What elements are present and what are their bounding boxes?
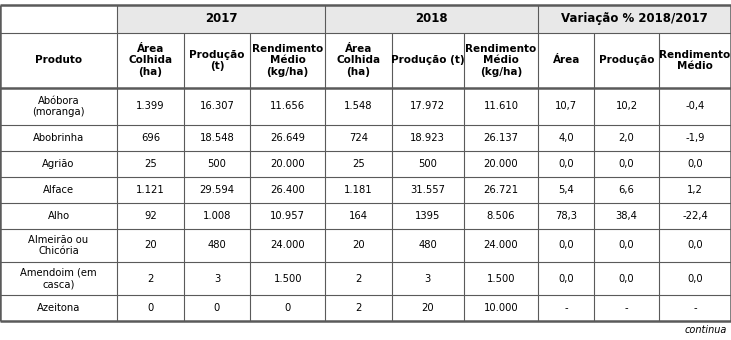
- Text: 0: 0: [284, 303, 291, 313]
- Text: 2017: 2017: [205, 12, 238, 26]
- Text: 164: 164: [349, 211, 368, 221]
- Text: Abóbora
(moranga): Abóbora (moranga): [32, 96, 85, 117]
- Text: 0,0: 0,0: [687, 240, 702, 250]
- Text: 26.649: 26.649: [270, 133, 305, 143]
- Text: Produção (t): Produção (t): [391, 55, 464, 65]
- Text: Produção
(t): Produção (t): [189, 50, 245, 71]
- Text: 11.656: 11.656: [270, 101, 305, 112]
- Text: Área: Área: [553, 55, 580, 65]
- Text: 4,0: 4,0: [558, 133, 574, 143]
- Text: 696: 696: [141, 133, 160, 143]
- Text: 31.557: 31.557: [410, 185, 445, 195]
- Text: 8.506: 8.506: [487, 211, 515, 221]
- Text: 1.181: 1.181: [344, 185, 373, 195]
- Text: 92: 92: [144, 211, 156, 221]
- Text: -0,4: -0,4: [686, 101, 705, 112]
- Text: Agrião: Agrião: [42, 159, 75, 169]
- Text: Alface: Alface: [43, 185, 74, 195]
- Text: Produção: Produção: [599, 55, 654, 65]
- Text: 11.610: 11.610: [483, 101, 518, 112]
- Text: 3: 3: [214, 274, 220, 284]
- Text: Abobrinha: Abobrinha: [33, 133, 84, 143]
- Text: Área
Colhida
(ha): Área Colhida (ha): [128, 44, 173, 77]
- Text: 2018: 2018: [415, 12, 448, 26]
- Text: 5,4: 5,4: [558, 185, 574, 195]
- Text: 2: 2: [355, 274, 362, 284]
- Text: 0,0: 0,0: [558, 274, 574, 284]
- Bar: [538, 5, 731, 33]
- Text: Alho: Alho: [48, 211, 69, 221]
- Text: 3: 3: [425, 274, 431, 284]
- Text: 29.594: 29.594: [200, 185, 235, 195]
- Text: 1.121: 1.121: [136, 185, 164, 195]
- Text: 0: 0: [147, 303, 154, 313]
- Text: 20.000: 20.000: [484, 159, 518, 169]
- Text: Área
Colhida
(ha): Área Colhida (ha): [336, 44, 380, 77]
- Text: 10,7: 10,7: [555, 101, 577, 112]
- Text: 500: 500: [418, 159, 437, 169]
- Text: 2: 2: [147, 274, 154, 284]
- Text: 1.008: 1.008: [202, 211, 231, 221]
- Text: 78,3: 78,3: [556, 211, 577, 221]
- Text: 0,0: 0,0: [687, 159, 702, 169]
- Text: 724: 724: [349, 133, 368, 143]
- Text: -: -: [564, 303, 568, 313]
- Text: 16.307: 16.307: [200, 101, 235, 112]
- Text: 480: 480: [418, 240, 437, 250]
- Text: -1,9: -1,9: [685, 133, 705, 143]
- Text: Rendimento
Médio
(kg/ha): Rendimento Médio (kg/ha): [466, 44, 537, 77]
- Text: 1.548: 1.548: [344, 101, 373, 112]
- Text: 0,0: 0,0: [558, 159, 574, 169]
- Text: 38,4: 38,4: [616, 211, 637, 221]
- Text: 25: 25: [352, 159, 365, 169]
- Text: 20: 20: [421, 303, 434, 313]
- Text: 0,0: 0,0: [618, 159, 635, 169]
- Text: 20: 20: [144, 240, 156, 250]
- Text: 6,6: 6,6: [618, 185, 635, 195]
- Text: 500: 500: [208, 159, 227, 169]
- Text: 480: 480: [208, 240, 227, 250]
- Bar: [117, 5, 325, 33]
- Text: 10.957: 10.957: [270, 211, 305, 221]
- Text: Variação % 2018/2017: Variação % 2018/2017: [561, 12, 708, 26]
- Text: 1395: 1395: [415, 211, 440, 221]
- Text: 25: 25: [144, 159, 156, 169]
- Text: 26.400: 26.400: [270, 185, 305, 195]
- Text: 17.972: 17.972: [410, 101, 445, 112]
- Text: 10,2: 10,2: [616, 101, 637, 112]
- Text: 10.000: 10.000: [484, 303, 518, 313]
- Text: 2: 2: [355, 303, 362, 313]
- Text: -22,4: -22,4: [682, 211, 708, 221]
- Text: 1.500: 1.500: [273, 274, 302, 284]
- Text: 26.721: 26.721: [483, 185, 518, 195]
- Text: Amendoim (em
casca): Amendoim (em casca): [20, 268, 96, 289]
- Text: Rendimento
Médio
(kg/ha): Rendimento Médio (kg/ha): [252, 44, 323, 77]
- Text: 1.399: 1.399: [136, 101, 164, 112]
- Text: 0,0: 0,0: [618, 274, 635, 284]
- Text: 2,0: 2,0: [618, 133, 635, 143]
- Text: 0: 0: [214, 303, 220, 313]
- Text: 0,0: 0,0: [558, 240, 574, 250]
- Text: 0,0: 0,0: [687, 274, 702, 284]
- Text: 1.500: 1.500: [487, 274, 515, 284]
- Bar: [325, 5, 538, 33]
- Text: 24.000: 24.000: [484, 240, 518, 250]
- Text: 18.548: 18.548: [200, 133, 235, 143]
- Text: 1,2: 1,2: [687, 185, 703, 195]
- Text: 20.000: 20.000: [270, 159, 305, 169]
- Text: 24.000: 24.000: [270, 240, 305, 250]
- Text: Almeirão ou
Chicória: Almeirão ou Chicória: [29, 235, 88, 256]
- Text: Azeitona: Azeitona: [37, 303, 80, 313]
- Text: 0,0: 0,0: [618, 240, 635, 250]
- Text: 18.923: 18.923: [410, 133, 445, 143]
- Text: Rendimento
Médio: Rendimento Médio: [659, 50, 730, 71]
- Text: -: -: [693, 303, 697, 313]
- Text: 26.137: 26.137: [483, 133, 518, 143]
- Text: 20: 20: [352, 240, 365, 250]
- Text: -: -: [625, 303, 629, 313]
- Text: Produto: Produto: [35, 55, 82, 65]
- Text: continua: continua: [685, 325, 727, 335]
